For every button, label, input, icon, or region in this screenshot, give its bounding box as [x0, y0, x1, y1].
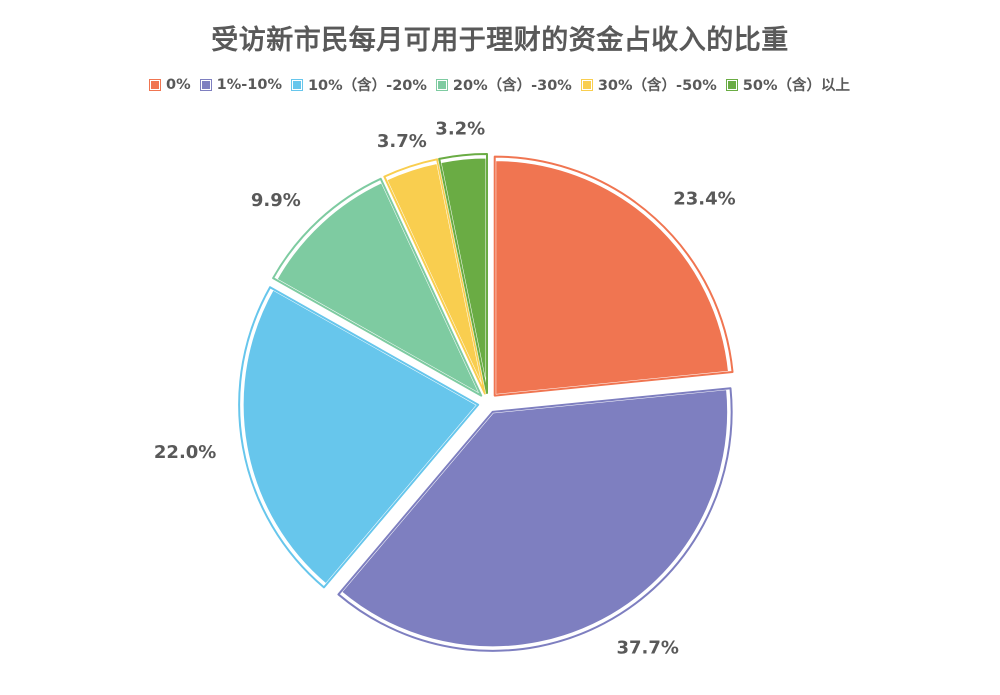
pie-slice-edge: [493, 155, 734, 397]
data-label: 23.4%: [673, 188, 735, 209]
pie-slice: [493, 158, 732, 398]
legend-swatch: [290, 78, 303, 91]
legend-swatch: [725, 78, 738, 91]
data-label: 9.9%: [251, 190, 301, 211]
chart-title: 受访新市民每月可用于理财的资金占收入的比重: [211, 25, 789, 56]
pie-slice: [240, 286, 481, 588]
legend-label: 20%（含）-30%: [452, 78, 572, 94]
legend-swatch: [435, 78, 448, 91]
legend-label: 50%（含）以上: [742, 78, 850, 94]
pie-slice-edge: [383, 158, 486, 395]
legend: 0% 1%-10% 10%（含）-20% 20%（含）-30% 30%（含）-50% 50…: [0, 74, 1000, 95]
pie-slice-edge: [272, 177, 483, 397]
pie-slice-edge: [337, 387, 733, 652]
legend-item: 50%（含）以上: [725, 74, 850, 95]
pie-slice: [338, 386, 731, 650]
pie-labels: 23.4% 37.7% 22.0% 9.9% 3.7% 3.2%: [154, 118, 736, 658]
data-label: 3.2%: [435, 118, 485, 139]
legend-swatch: [149, 78, 161, 91]
pie-slice: [273, 179, 485, 400]
data-label: 22.0%: [154, 442, 216, 463]
legend-item: 30%（含）-50%: [580, 74, 717, 95]
legend-label: 0%: [166, 76, 191, 93]
legend-swatch: [199, 78, 212, 91]
pie-slice-edge: [238, 286, 480, 589]
legend-item: 20%（含）-30%: [435, 74, 572, 95]
pie-slice-edge: [438, 153, 488, 395]
data-label: 3.7%: [377, 131, 427, 152]
legend-item: 1%-10%: [199, 76, 282, 93]
legend-item: 10%（含）-20%: [290, 74, 427, 95]
legend-label: 10%（含）-20%: [307, 78, 427, 94]
legend-swatch: [580, 78, 593, 91]
legend-label: 1%-10%: [216, 76, 282, 93]
legend-label: 30%（含）-50%: [597, 78, 717, 94]
pie-slices: [238, 153, 734, 652]
data-label: 37.7%: [617, 637, 679, 658]
legend-item: 0%: [149, 76, 191, 93]
